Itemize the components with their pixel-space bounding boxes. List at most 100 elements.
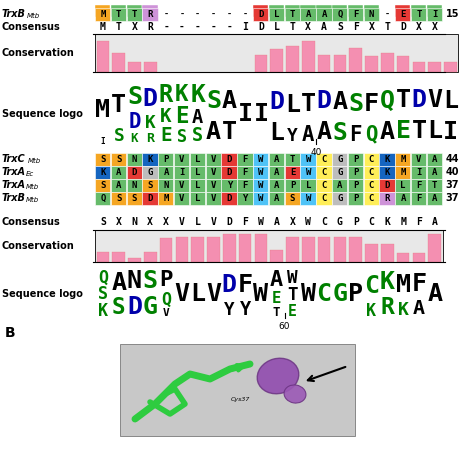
Text: V: V	[211, 193, 216, 202]
Text: Mtb: Mtb	[27, 13, 40, 19]
Text: X: X	[416, 22, 422, 32]
Bar	[255, 234, 267, 262]
Text: T: T	[273, 306, 281, 319]
Text: E: E	[401, 9, 406, 18]
Text: V: V	[416, 155, 421, 164]
Text: S: S	[132, 193, 137, 202]
Text: -: -	[163, 22, 169, 32]
Bar	[349, 47, 362, 72]
Bar	[301, 165, 316, 179]
Text: Y: Y	[227, 181, 232, 190]
Text: T: T	[222, 120, 237, 144]
Bar	[332, 165, 347, 179]
Text: C: C	[321, 217, 327, 227]
Text: K: K	[380, 271, 395, 294]
Text: A: A	[317, 120, 332, 144]
Text: -: -	[385, 9, 390, 18]
Bar	[364, 191, 379, 204]
Bar	[127, 153, 142, 165]
Text: K: K	[384, 167, 390, 176]
Bar	[160, 238, 173, 262]
Text: E: E	[396, 119, 410, 143]
Bar	[427, 5, 442, 17]
Bar	[269, 165, 284, 179]
Text: G: G	[332, 282, 347, 306]
Text: M: M	[396, 273, 410, 297]
Text: S: S	[116, 155, 121, 164]
Bar	[269, 153, 284, 165]
Bar	[269, 8, 284, 20]
Bar	[427, 191, 442, 204]
Bar	[174, 179, 189, 191]
Text: F: F	[416, 217, 422, 227]
Bar	[127, 191, 142, 204]
Text: Q: Q	[380, 89, 395, 113]
Text: K: K	[190, 83, 205, 108]
Text: S: S	[332, 120, 347, 145]
Text: K: K	[145, 114, 155, 132]
Text: F: F	[416, 181, 421, 190]
Bar	[348, 179, 363, 191]
Bar	[301, 5, 316, 17]
Bar	[142, 191, 158, 204]
Text: A: A	[427, 282, 442, 306]
Bar	[412, 253, 425, 262]
Text: P: P	[353, 155, 358, 164]
Bar	[332, 191, 347, 204]
Text: T: T	[432, 181, 438, 190]
Text: A: A	[302, 125, 314, 145]
Bar	[158, 179, 173, 191]
Text: X: X	[132, 22, 137, 32]
Text: W: W	[258, 193, 264, 202]
Bar	[364, 5, 379, 17]
Bar	[190, 153, 205, 165]
Text: X: X	[432, 22, 438, 32]
Text: V: V	[211, 155, 216, 164]
Text: R: R	[146, 132, 155, 145]
Text: N: N	[164, 181, 169, 190]
Text: Mtb: Mtb	[26, 184, 39, 190]
Bar	[253, 153, 268, 165]
Text: 15: 15	[446, 9, 459, 19]
Bar	[316, 191, 331, 204]
Text: D: D	[147, 193, 153, 202]
Bar	[284, 5, 300, 17]
Bar	[144, 62, 156, 72]
Text: A: A	[111, 271, 126, 295]
Bar	[332, 153, 347, 165]
Text: X: X	[369, 22, 374, 32]
Text: I: I	[179, 167, 184, 176]
Text: 44: 44	[446, 154, 459, 164]
Text: L: L	[190, 282, 205, 306]
Bar	[411, 165, 426, 179]
Bar	[364, 8, 379, 20]
Text: Y: Y	[224, 301, 235, 319]
Text: R: R	[384, 193, 390, 202]
Text: D: D	[258, 22, 264, 32]
Text: L: L	[195, 181, 201, 190]
Text: K: K	[366, 301, 376, 319]
Text: M: M	[164, 193, 169, 202]
Bar	[112, 252, 125, 262]
Bar	[127, 8, 142, 20]
Text: Conservation: Conservation	[2, 48, 75, 58]
Text: -: -	[179, 22, 185, 32]
Text: A: A	[206, 120, 221, 144]
Bar	[365, 56, 378, 72]
Text: N: N	[132, 181, 137, 190]
Bar	[316, 179, 331, 191]
Text: E: E	[160, 126, 172, 145]
Text: -: -	[210, 22, 217, 32]
Bar	[120, 344, 355, 436]
Bar	[111, 5, 126, 17]
Text: C: C	[321, 181, 327, 190]
Text: A: A	[274, 155, 279, 164]
Bar	[253, 179, 268, 191]
Text: Q: Q	[337, 9, 343, 18]
Text: A: A	[432, 167, 438, 176]
Bar	[349, 237, 362, 262]
Bar	[411, 191, 426, 204]
Text: A: A	[192, 108, 203, 127]
Text: TrxA: TrxA	[2, 180, 26, 190]
Text: S: S	[337, 22, 343, 32]
